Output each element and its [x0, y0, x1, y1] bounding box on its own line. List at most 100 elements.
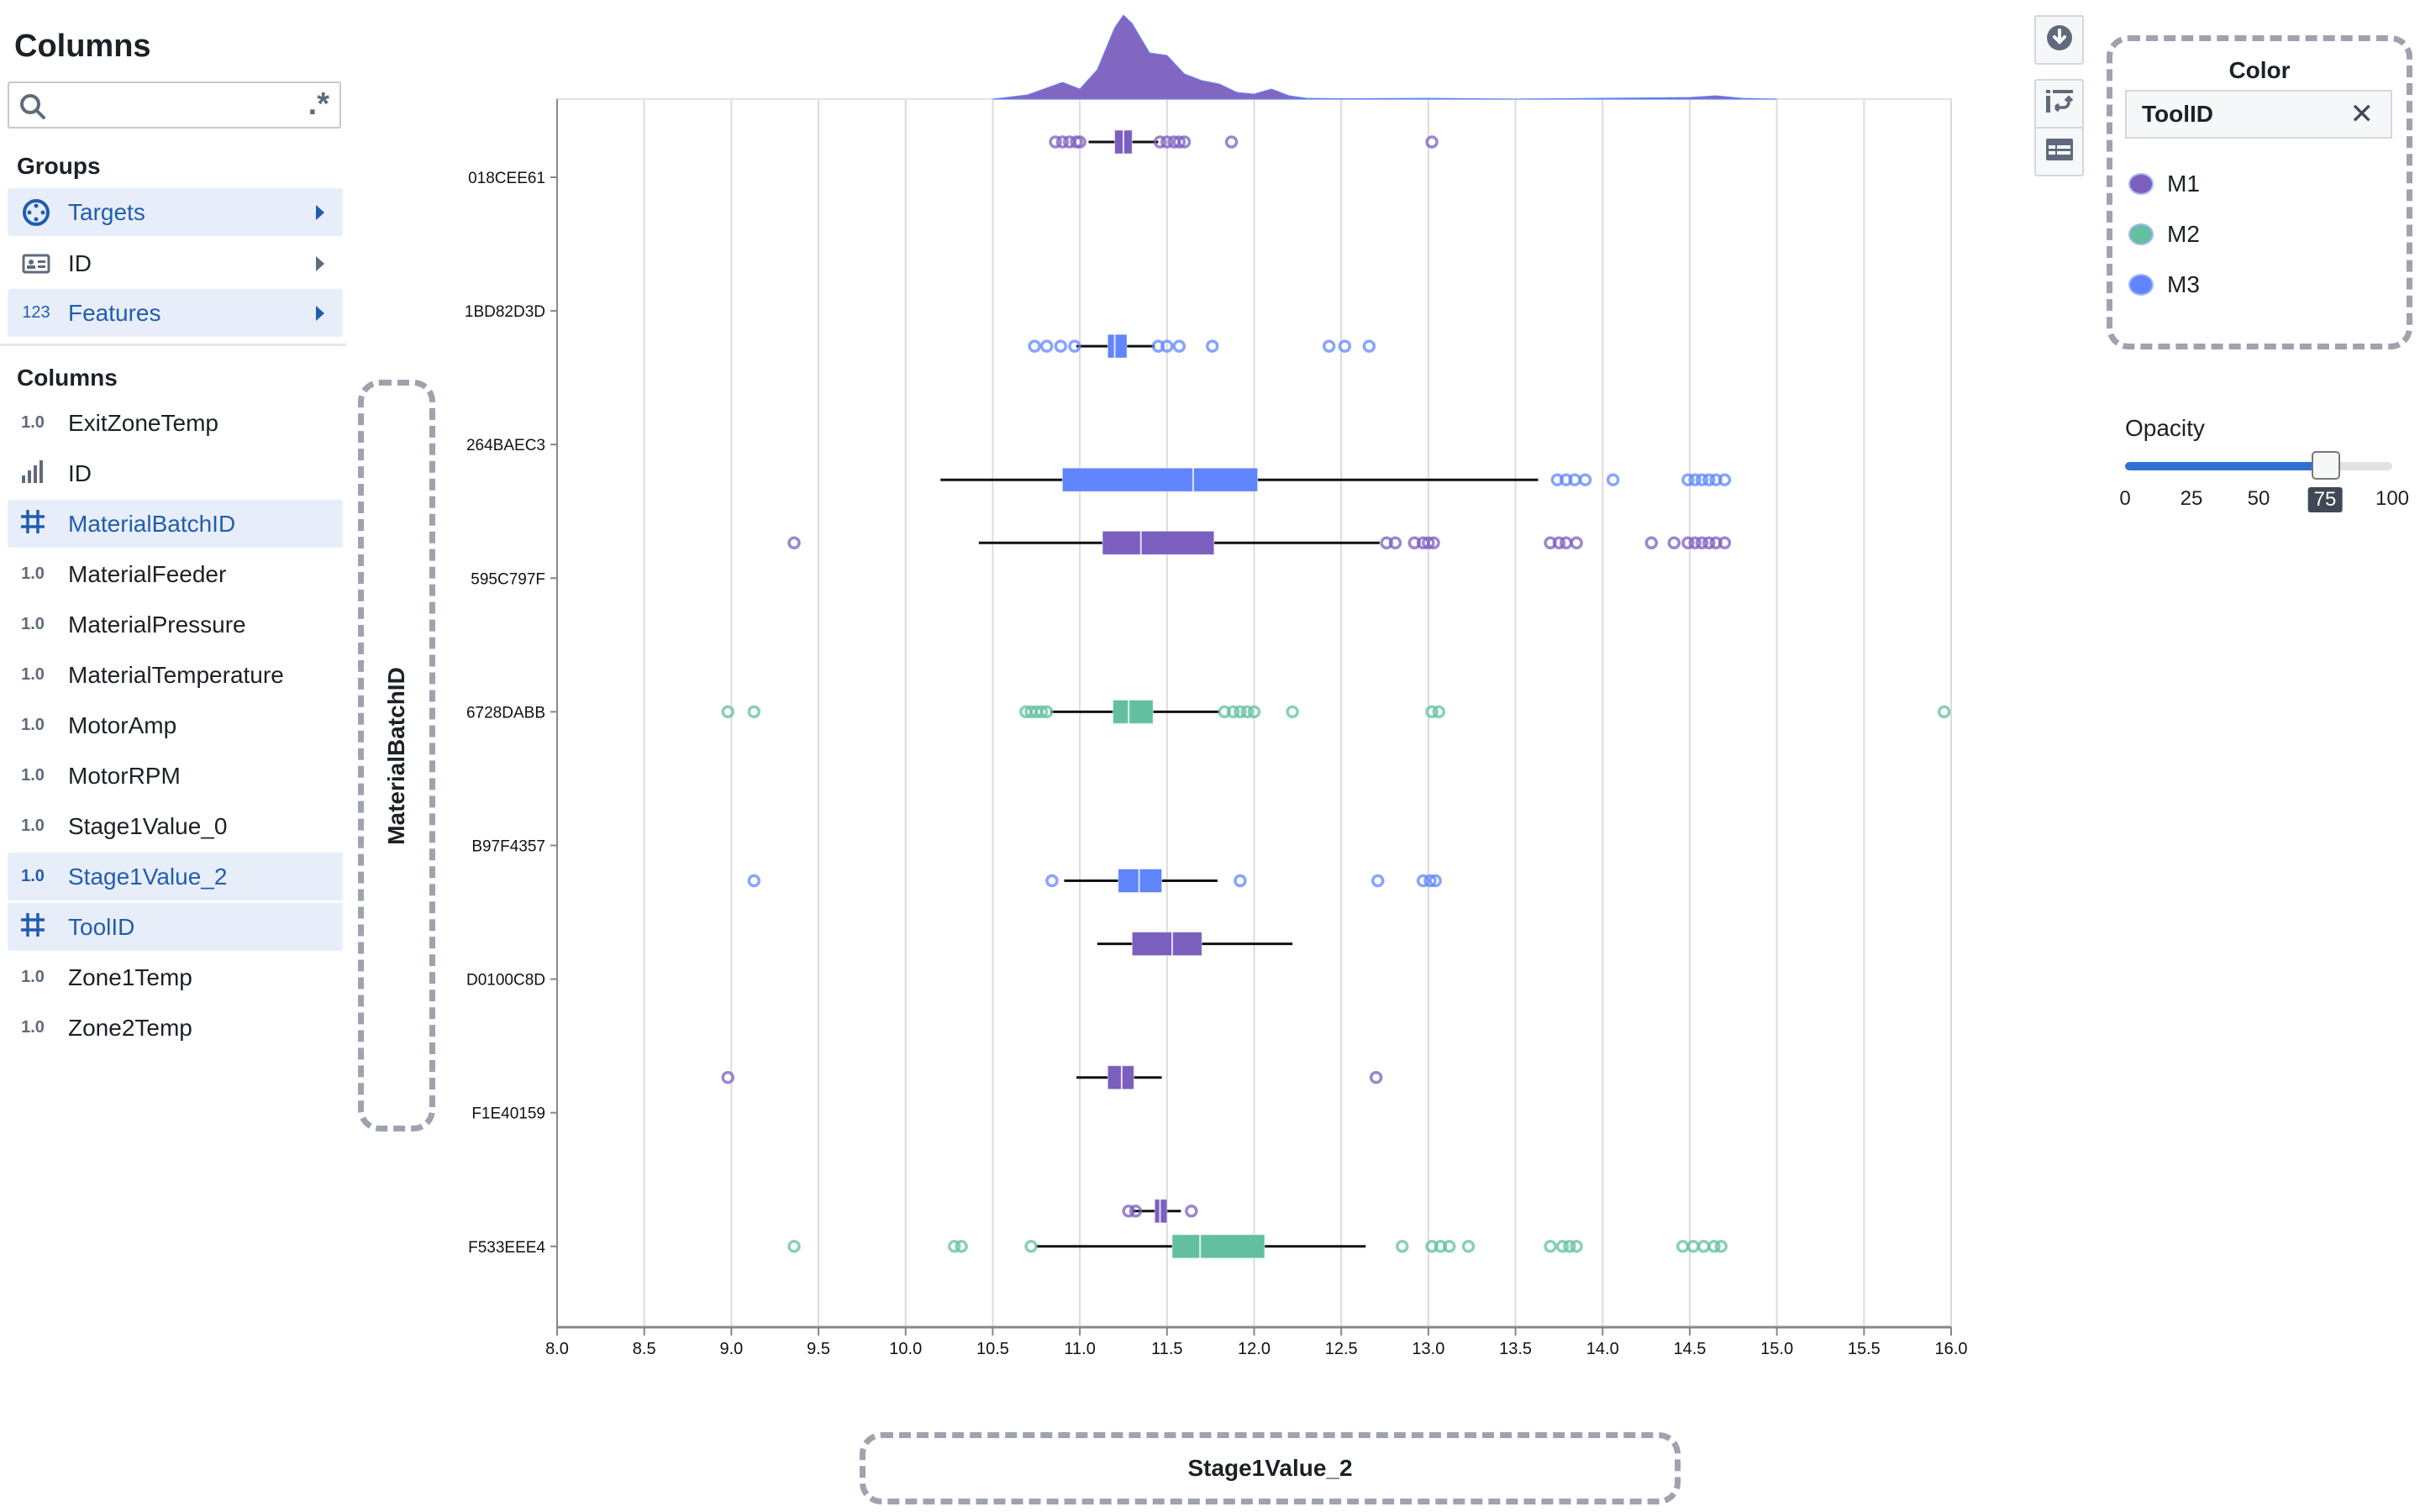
outlier-point: [1234, 874, 1247, 888]
outlier-point: [1416, 874, 1430, 888]
color-field-pill[interactable]: ToolID ✕: [2125, 90, 2392, 139]
outlier-point: [1039, 705, 1054, 719]
group-item-targets[interactable]: Targets: [8, 188, 343, 236]
x-tick-label: 16.0: [1935, 1340, 1968, 1358]
column-item-toolid[interactable]: ToolID: [8, 903, 343, 951]
caret-right-icon: [316, 305, 324, 321]
outlier-point: [1153, 135, 1167, 149]
column-item-id[interactable]: ID: [8, 449, 343, 497]
legend-label: M2: [2167, 221, 2200, 247]
outlier-point: [1172, 339, 1186, 353]
columns-heading: Columns: [17, 365, 118, 391]
numeric-type-icon: 1.0: [21, 665, 45, 684]
color-dropzone[interactable]: [2107, 35, 2412, 349]
column-search-input[interactable]: .*: [8, 81, 341, 129]
x-tick-label: 8.5: [633, 1340, 656, 1358]
outlier-point: [1688, 536, 1702, 550]
outlier-point: [1707, 1240, 1721, 1253]
caret-right-icon: [316, 255, 324, 271]
density-area: [992, 14, 1777, 100]
x-tick-label: 14.0: [1586, 1340, 1619, 1358]
opacity-value-label: 75: [2307, 487, 2343, 512]
column-item-stage1value_2[interactable]: 1.0 Stage1Value_2: [8, 853, 343, 900]
column-item-exitzonetemp[interactable]: 1.0 ExitZoneTemp: [8, 399, 343, 447]
column-item-materialbatchid[interactable]: MaterialBatchID: [8, 500, 343, 548]
id-card-icon: [19, 254, 53, 274]
numeric-type-icon: 1.0: [21, 615, 45, 633]
legend-label: M1: [2167, 171, 2200, 197]
legend-item-m2[interactable]: M2: [2130, 221, 2200, 248]
box-6728DABB-M2: [1113, 699, 1154, 724]
numeric-type-icon: 1.0: [21, 716, 45, 734]
outlier-point: [1422, 536, 1435, 550]
box-595C797F-M1: [1102, 530, 1215, 555]
opacity-slider[interactable]: [2125, 451, 2392, 480]
table-view-button[interactable]: [2034, 127, 2084, 176]
x-tick-label: 9.0: [719, 1340, 743, 1358]
x-tick-label: 11.0: [1064, 1340, 1095, 1358]
opacity-tick: 50: [2247, 487, 2270, 510]
outlier-point: [1423, 874, 1437, 888]
column-item-zone1temp[interactable]: 1.0 Zone1Temp: [8, 953, 343, 1001]
outlier-point: [1322, 339, 1336, 353]
legend-swatch: [2130, 276, 2152, 294]
outlier-point: [1695, 473, 1709, 486]
outlier-point: [1205, 339, 1219, 353]
outlier-point: [1128, 1205, 1143, 1218]
box-F533EEE4-M1: [1154, 1199, 1168, 1224]
regex-toggle-button[interactable]: .*: [308, 87, 329, 122]
column-item-motoramp[interactable]: 1.0 MotorAmp: [8, 701, 343, 749]
x-tick-label: 12.5: [1325, 1340, 1358, 1358]
y-axis-dropzone[interactable]: MaterialBatchID: [358, 380, 435, 1131]
column-item-materialpressure[interactable]: 1.0 MaterialPressure: [8, 601, 343, 648]
x-tick-label: 12.0: [1238, 1340, 1270, 1358]
outlier-point: [948, 1240, 961, 1253]
swap-axes-button[interactable]: [2034, 79, 2084, 129]
column-label: ID: [68, 459, 92, 486]
column-item-zone2temp[interactable]: 1.0 Zone2Temp: [8, 1004, 343, 1052]
box-F1E40159-M1: [1107, 1065, 1134, 1090]
outlier-point: [1718, 473, 1732, 486]
outlier-point: [1461, 1240, 1476, 1253]
outlier-point: [1177, 135, 1192, 149]
groups-heading: Groups: [17, 153, 101, 179]
download-button[interactable]: [2034, 15, 2084, 65]
y-tick-label: 595C797F: [471, 570, 545, 588]
x-tick-label: 8.0: [545, 1340, 569, 1358]
outlier-point: [1559, 536, 1573, 550]
close-icon[interactable]: ✕: [2349, 98, 2375, 130]
numeric-type-icon: 1.0: [21, 968, 45, 986]
sidebar-title: Columns: [14, 29, 151, 64]
column-item-materialfeeder[interactable]: 1.0 MaterialFeeder: [8, 550, 343, 598]
column-label: Stage1Value_0: [68, 812, 228, 839]
outlier-point: [1369, 1070, 1383, 1084]
numeric-type-icon: 1.0: [21, 564, 45, 583]
numeric-type-icon: 1.0: [21, 413, 45, 432]
column-label: MotorAmp: [68, 711, 177, 738]
outlier-point: [1073, 135, 1086, 149]
outlier-point: [1714, 1240, 1728, 1253]
legend-item-m3[interactable]: M3: [2130, 271, 2200, 298]
group-item-features[interactable]: 123 Features: [8, 289, 343, 337]
outlier-point: [721, 1070, 734, 1084]
outlier-point: [1054, 339, 1068, 353]
x-axis-dropzone[interactable]: Stage1Value_2: [860, 1432, 1681, 1504]
y-tick-label: D0100C8D: [466, 972, 545, 990]
column-item-motorrpm[interactable]: 1.0 MotorRPM: [8, 752, 343, 800]
outlier-point: [1681, 536, 1695, 550]
column-item-materialtemperature[interactable]: 1.0 MaterialTemperature: [8, 651, 343, 699]
outlier-point: [1606, 473, 1620, 486]
outlier-point: [1068, 339, 1081, 353]
opacity-slider-handle[interactable]: [2311, 451, 2340, 480]
column-item-stage1value_0[interactable]: 1.0 Stage1Value_0: [8, 802, 343, 850]
numeric-type-icon: 1.0: [21, 1018, 45, 1037]
legend-item-m1[interactable]: M1: [2130, 171, 2200, 197]
outlier-point: [1247, 705, 1261, 719]
outlier-point: [1226, 705, 1240, 719]
x-tick-label: 15.5: [1848, 1340, 1881, 1358]
outlier-point: [1432, 705, 1446, 719]
outlier-point: [1362, 339, 1376, 353]
table-icon: [2045, 139, 2073, 165]
group-item-id[interactable]: ID: [8, 239, 343, 287]
